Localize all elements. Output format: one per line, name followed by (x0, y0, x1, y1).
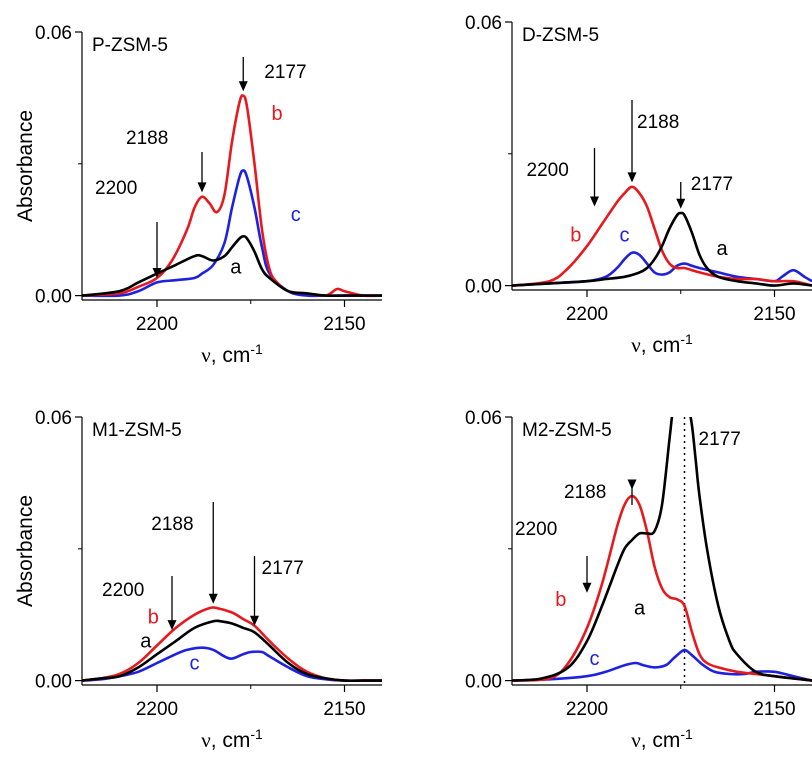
curve-label-c: c (291, 204, 301, 226)
curve-label-a: a (716, 238, 728, 260)
panel-3: 0.00 0.06 2200 2150 ν, cm-1 M2-ZSM-5 2200 2188 2… (465, 408, 812, 752)
x-axis-title-symbol: ν (201, 728, 211, 752)
x-axis-title: ν, cm-1 (201, 726, 263, 752)
curve-label-b: b (570, 225, 581, 247)
y-tick-label: 0.06 (465, 13, 502, 34)
y-tick-label: 0.00 (35, 287, 72, 308)
x-tick-label: 2200 (566, 699, 608, 720)
curve-label-c: c (190, 653, 200, 675)
curve-label-c: c (590, 648, 600, 670)
x-tick-label: 2200 (566, 304, 608, 325)
curve-label-a: a (140, 631, 152, 653)
annotation-arrow-head (590, 196, 599, 207)
x-axis-title: ν, cm-1 (201, 341, 263, 367)
annotation-arrow-head (676, 198, 686, 209)
panel-title: M2-ZSM-5 (522, 420, 612, 441)
x-axis-title-symbol: ν (631, 728, 641, 752)
x-axis-title-unit: , cm (641, 729, 681, 752)
x-axis-title-superscript: -1 (250, 726, 263, 742)
peak-label: 2177 (691, 174, 733, 195)
peak-label: 2200 (515, 519, 557, 540)
y-tick-label: 0.00 (465, 277, 502, 298)
annotation-arrow-head (627, 172, 637, 183)
curve-label-b: b (555, 589, 566, 611)
y-tick-label: 0.06 (35, 23, 72, 44)
x-axis-title-symbol: ν (631, 333, 641, 357)
y-tick-label: 0.00 (465, 672, 502, 693)
peak-label: 2188 (637, 112, 679, 133)
series-line-a (82, 234, 382, 298)
annotation-arrow-head (582, 582, 592, 593)
x-axis-title: ν, cm-1 (631, 331, 693, 357)
series-line-a (82, 619, 382, 683)
annotation-arrow-head (208, 593, 218, 604)
curve-label-a: a (634, 598, 646, 620)
curve-label-c: c (620, 225, 630, 247)
series-line-c (82, 646, 382, 682)
x-axis-title-unit: , cm (211, 729, 251, 752)
annotation-arrow-head (167, 620, 177, 631)
y-tick-label: 0.06 (35, 408, 72, 429)
x-tick-label: 2150 (323, 699, 365, 720)
x-tick-label: 2200 (136, 314, 178, 335)
series-line-b (82, 606, 382, 683)
x-axis-title-unit: , cm (211, 344, 251, 367)
annotation-arrow-head (238, 81, 248, 92)
curve-label-b: b (271, 103, 282, 125)
x-axis-title-unit: , cm (641, 334, 681, 357)
peak-label: 2188 (151, 514, 193, 535)
peak-label: 2177 (262, 558, 304, 579)
panel-title: D-ZSM-5 (522, 25, 599, 46)
plot-area (82, 94, 382, 298)
y-tick-label: 0.00 (35, 672, 72, 693)
curve-label-b: b (148, 606, 159, 628)
panel-title: P-ZSM-5 (92, 35, 168, 56)
peak-label: 2177 (699, 429, 741, 450)
x-tick-label: 2150 (753, 304, 795, 325)
plot-area (82, 606, 382, 683)
peak-label: 2200 (95, 178, 137, 199)
x-axis-title: ν, cm-1 (631, 726, 693, 752)
peak-label: 2188 (126, 128, 168, 149)
series-line-b (512, 494, 812, 682)
curve-label-a: a (230, 257, 242, 279)
series-line-a (512, 417, 812, 682)
plot-area (512, 417, 812, 682)
x-axis-title-superscript: -1 (250, 341, 263, 357)
panel-2: 0.00 0.06 2200 2150 ν, cm-1 Absorbance M1-ZSM-… (14, 408, 382, 752)
annotation-arrow-head (152, 268, 162, 279)
annotation-arrow-head (197, 182, 207, 193)
annotation-arrow-head (250, 615, 259, 626)
peak-label: 2188 (564, 482, 606, 503)
panel-title: M1-ZSM-5 (92, 420, 182, 441)
y-tick-label: 0.06 (465, 408, 502, 429)
x-tick-label: 2200 (136, 699, 178, 720)
peak-label: 2177 (264, 62, 306, 83)
series-line-a (512, 211, 812, 287)
y-axis-title: Absorbance (14, 110, 37, 222)
x-tick-label: 2150 (753, 699, 795, 720)
plot-area (512, 185, 812, 287)
x-axis-title-symbol: ν (201, 343, 211, 367)
peak-label: 2200 (527, 160, 569, 181)
annotation-arrow-head (627, 479, 637, 490)
panel-1: 0.00 0.06 2200 2150 ν, cm-1 D-ZSM-5 2200 2188 21… (465, 13, 812, 357)
panel-0: 0.00 0.06 2200 2150 ν, cm-1 Absorbance P-ZSM-5… (14, 23, 382, 367)
x-axis-title-superscript: -1 (680, 726, 693, 742)
peak-label: 2200 (102, 580, 144, 601)
series-line-b (512, 185, 812, 287)
x-tick-label: 2150 (323, 314, 365, 335)
y-axis-title: Absorbance (14, 495, 37, 607)
x-axis-title-superscript: -1 (680, 331, 693, 347)
